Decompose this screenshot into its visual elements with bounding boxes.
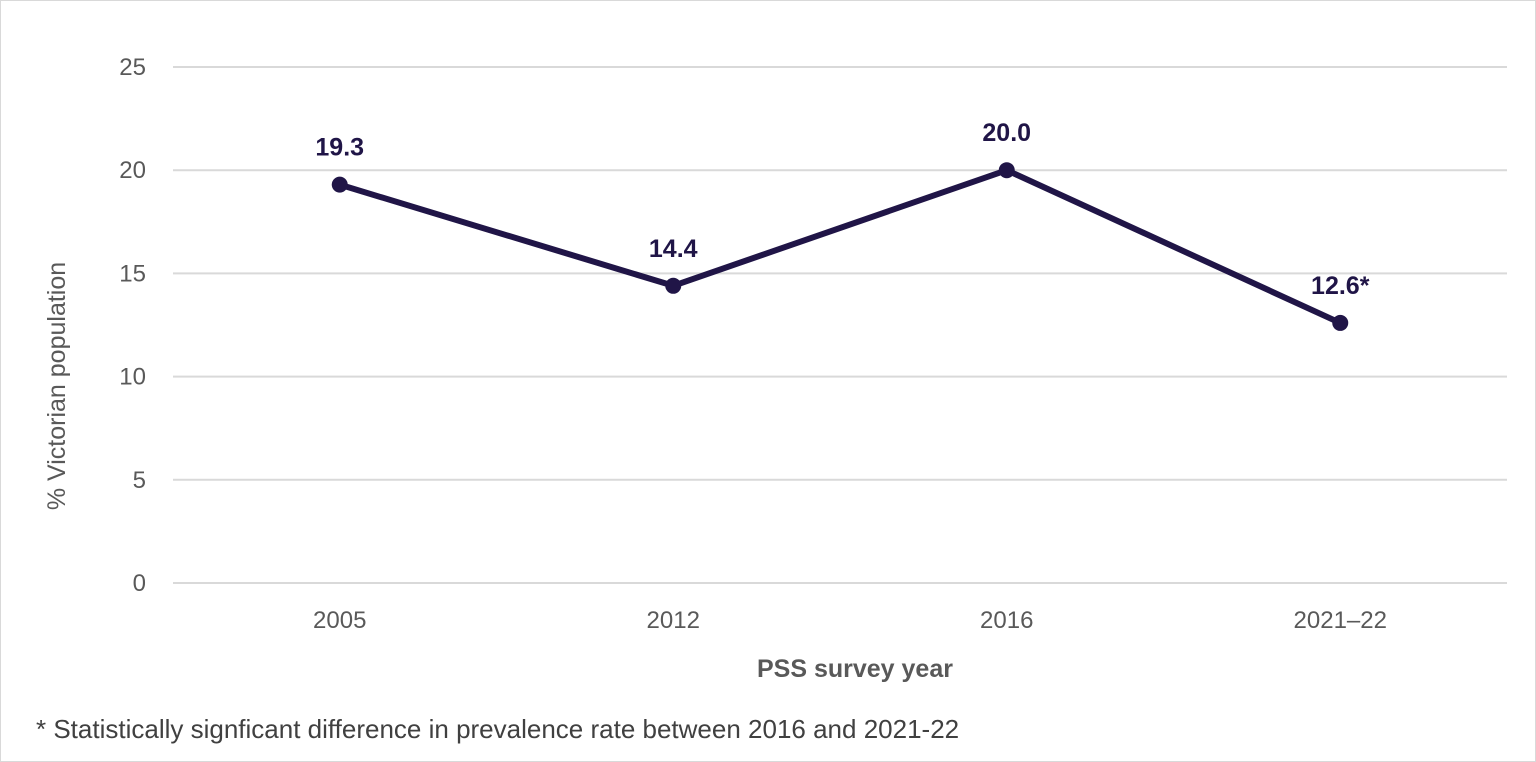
y-tick-label: 10	[119, 364, 146, 391]
data-label: 14.4	[649, 235, 698, 263]
data-label: 19.3	[315, 134, 364, 162]
x-tick-label: 2021–22	[1294, 607, 1387, 634]
x-tick-label: 2005	[313, 607, 366, 634]
y-tick-label: 25	[119, 54, 146, 81]
y-tick-label: 5	[133, 467, 146, 494]
x-tick-label: 2012	[647, 607, 700, 634]
data-point	[331, 176, 348, 193]
data-point	[665, 277, 682, 294]
data-label: 20.0	[982, 119, 1031, 147]
data-point	[998, 162, 1015, 179]
footnote: * Statistically signficant difference in…	[36, 714, 960, 744]
x-tick-label: 2016	[980, 607, 1033, 634]
y-axis-title: % Victorian population	[43, 262, 71, 510]
data-label: 12.6*	[1311, 272, 1370, 300]
x-axis-title: PSS survey year	[757, 655, 953, 683]
y-tick-label: 15	[119, 260, 146, 287]
y-tick-label: 20	[119, 157, 146, 184]
series-line	[338, 167, 1342, 326]
y-tick-label: 0	[133, 570, 146, 597]
data-point	[1332, 314, 1349, 331]
